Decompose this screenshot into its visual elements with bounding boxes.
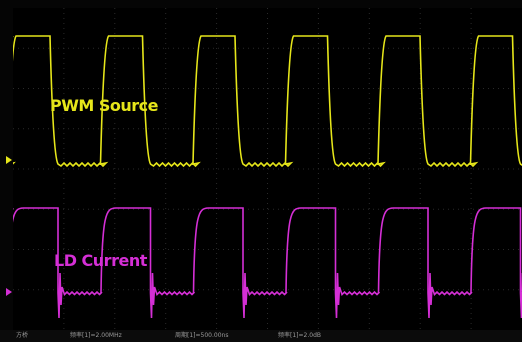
ld-current-trace	[0, 207, 522, 319]
channel-1-marker[interactable]	[0, 0, 13, 342]
ld-current-label: LD Current	[54, 251, 147, 270]
pwm-source-label: PWM Source	[50, 96, 159, 115]
status-mode: 方桥	[16, 332, 29, 339]
status-period: 周期[1]=500.00ns	[175, 332, 229, 339]
pwm-source-trace	[0, 35, 522, 168]
status-bar: 方桥 频率[1]=2.00MHz 周期[1]=500.00ns 频率[1]=2.…	[0, 330, 522, 342]
status-frequency: 频率[1]=2.00MHz	[70, 332, 122, 339]
status-value: 频率[1]=2.0dB	[278, 332, 321, 339]
waveform-screen[interactable]: PWM Source LD Current	[0, 8, 522, 330]
graticule-grid	[13, 8, 522, 330]
waveform-canvas	[0, 8, 522, 330]
